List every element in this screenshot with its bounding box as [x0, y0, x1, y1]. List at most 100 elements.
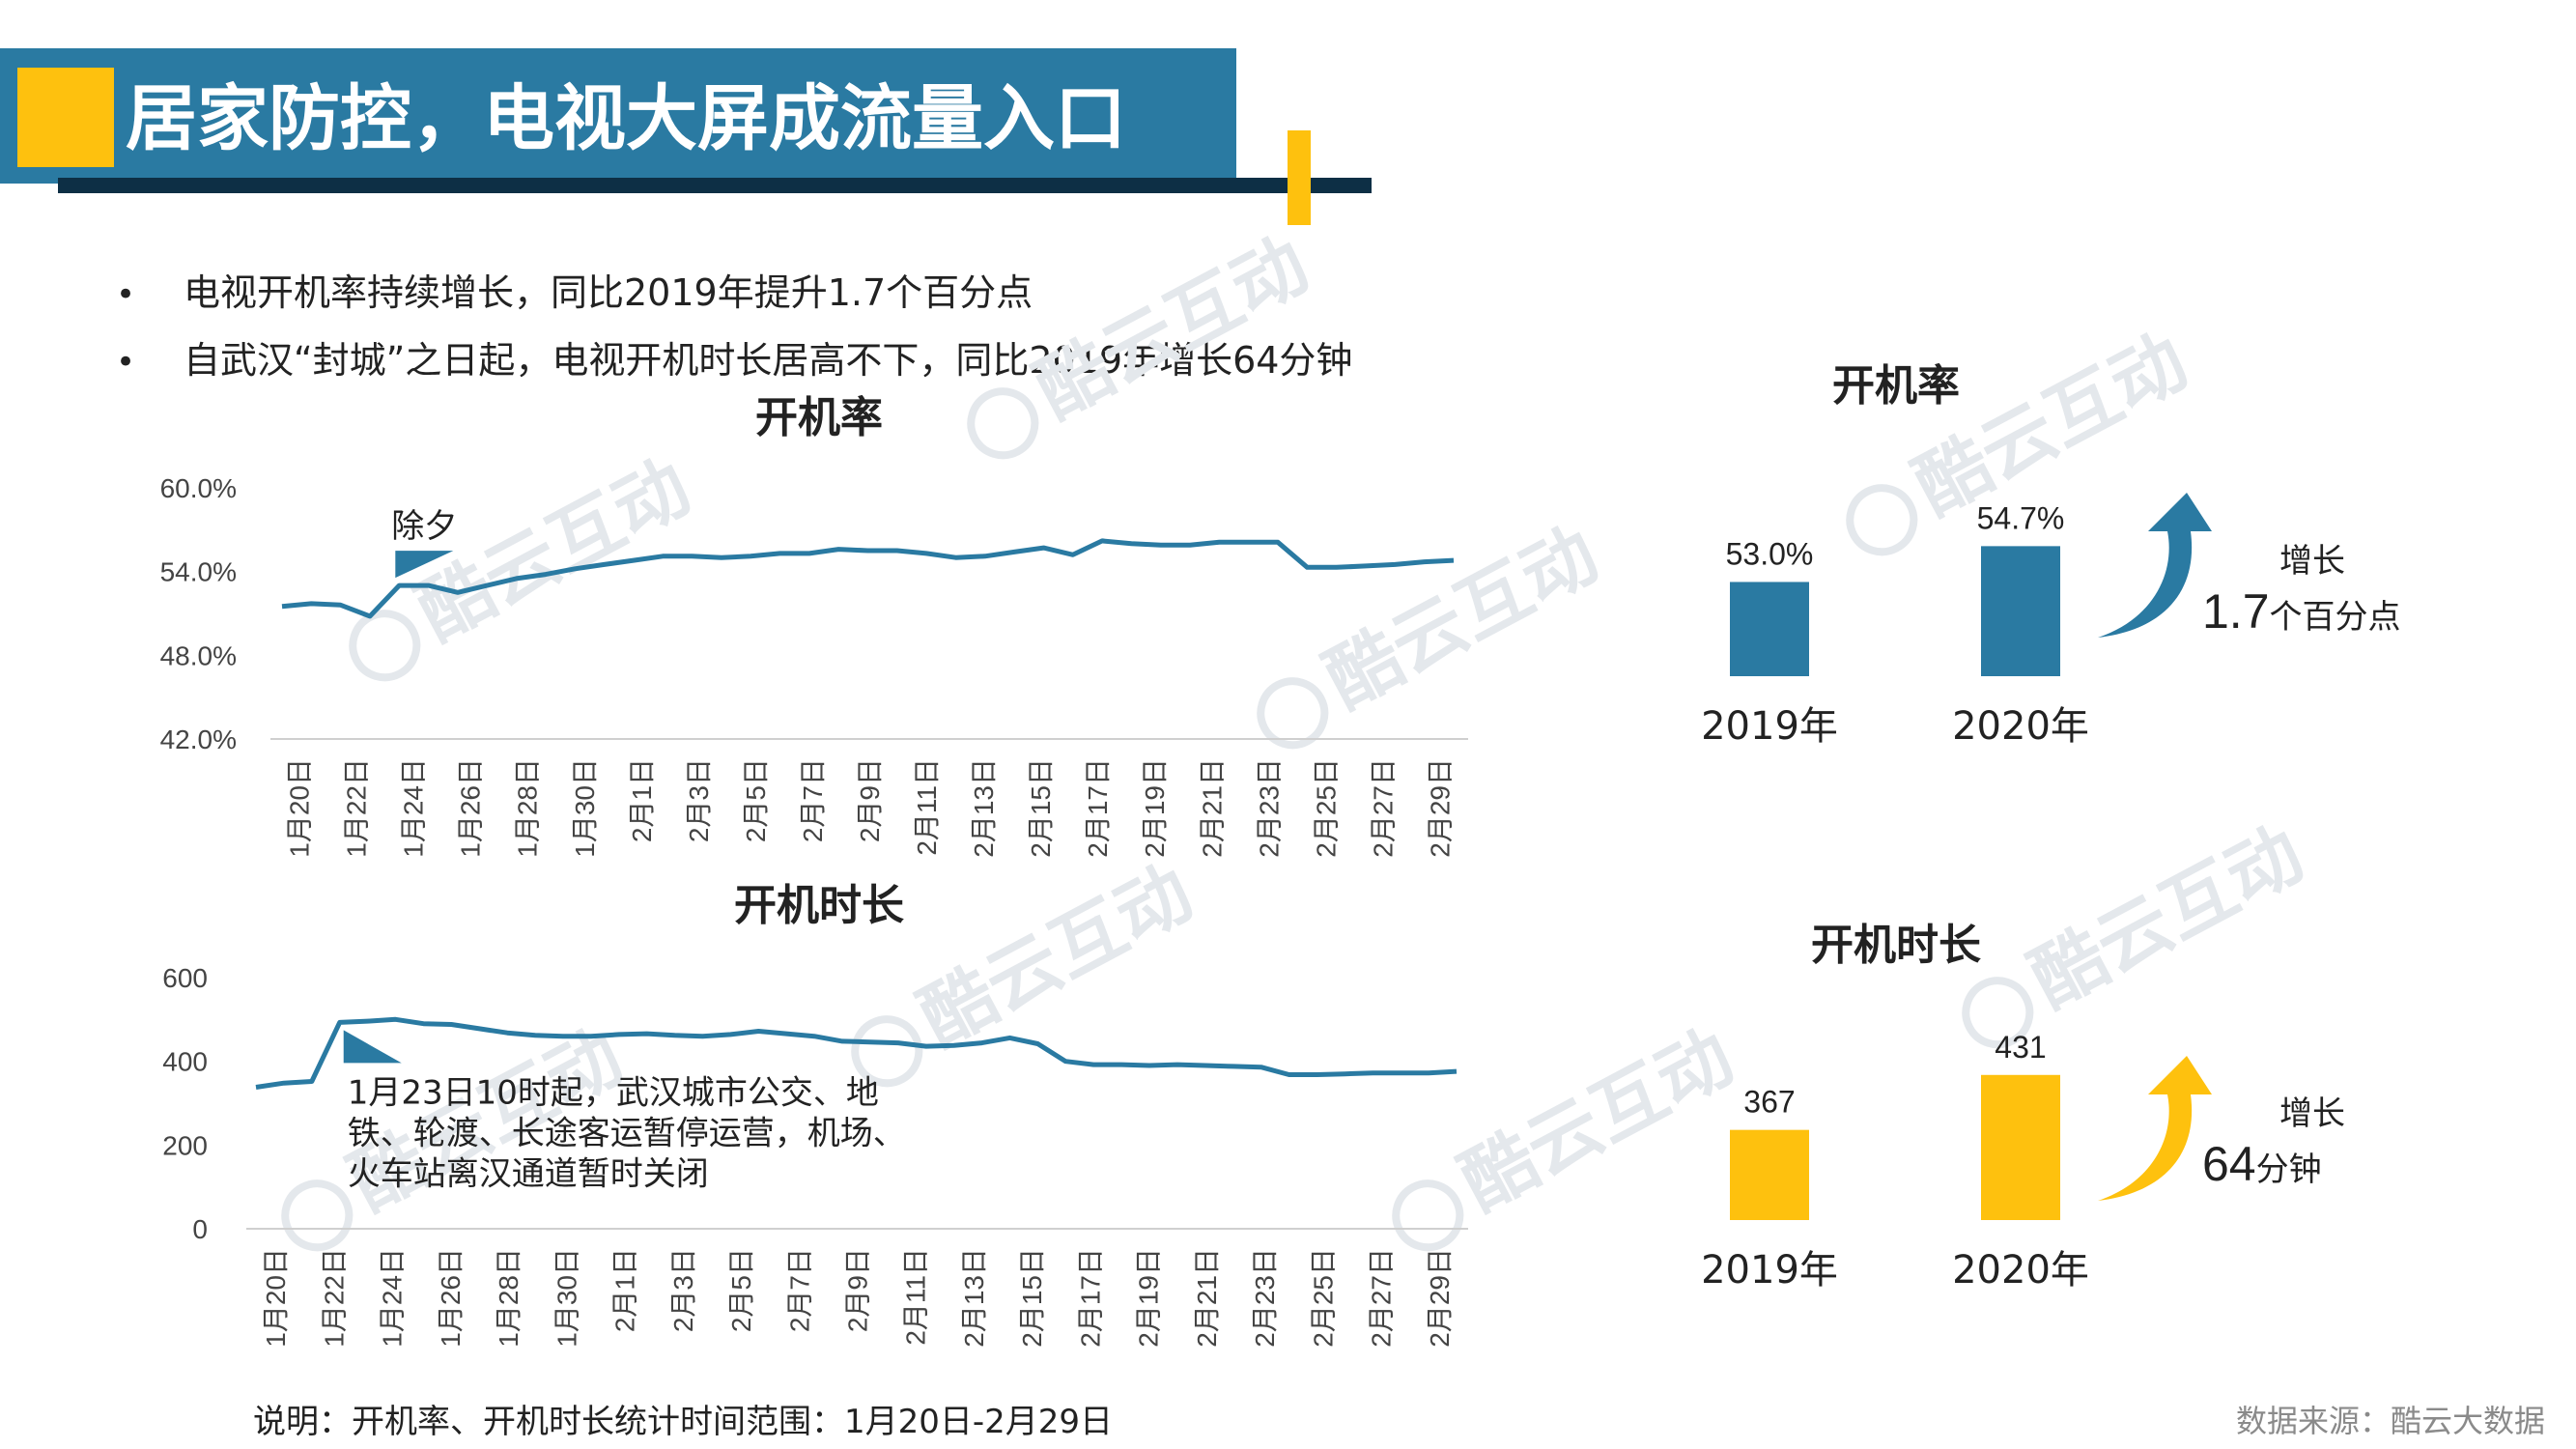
- bullet-item-1: • 电视开机率持续增长，同比2019年提升1.7个百分点: [116, 263, 1033, 316]
- x-tick-label: 2月11日: [901, 1248, 931, 1346]
- x-tick-label: 2月1日: [610, 1248, 640, 1332]
- y-tick-label: 54.0%: [160, 557, 237, 587]
- series-line: [281, 538, 1455, 619]
- annotation-label: 除夕: [391, 507, 457, 546]
- bar-chart-open-duration: 开机时长 367 2019年 431 2020年 增长 64分钟: [1701, 921, 2345, 1293]
- footnote: 说明：开机率、开机时长统计时间范围：1月20日-2月29日: [253, 1403, 1113, 1441]
- y-tick-label: 600: [162, 963, 208, 993]
- x-tick-label: 2月21日: [1197, 758, 1227, 858]
- bar-category-label: 2019年: [1701, 704, 1838, 749]
- y-tick-label: 60.0%: [160, 473, 237, 503]
- y-tick-label: 0: [192, 1214, 208, 1244]
- x-tick-label: 2月27日: [1368, 758, 1398, 858]
- bar: [1981, 1074, 2060, 1220]
- x-tick-label: 2月25日: [1311, 758, 1341, 858]
- page-title: 居家防控，电视大屏成流量入口: [126, 77, 1126, 160]
- x-tick-label: 1月26日: [436, 1248, 466, 1348]
- x-tick-label: 2月11日: [912, 758, 942, 856]
- growth-label: 增长: [2279, 1094, 2345, 1133]
- bullet-dot: •: [116, 275, 136, 314]
- x-tick-label: 1月20日: [261, 1248, 291, 1348]
- y-tick-label: 42.0%: [160, 724, 237, 754]
- growth-unit: 分钟: [2256, 1151, 2322, 1189]
- bullet-dot: •: [116, 343, 136, 382]
- y-tick-label: 48.0%: [160, 640, 237, 670]
- annotation-text: 1月23日10时起，武汉城市公交、地: [348, 1073, 879, 1112]
- title-underline: [58, 178, 1372, 193]
- x-tick-label: 2月17日: [1075, 1248, 1105, 1348]
- bar-value-label: 53.0%: [1726, 536, 1814, 571]
- x-tick-label: 2月27日: [1367, 1248, 1397, 1348]
- series-line: [255, 1016, 1458, 1090]
- x-tick-label: 2月13日: [959, 1248, 989, 1348]
- x-tick-label: 2月21日: [1192, 1248, 1222, 1348]
- x-tick-label: 2月29日: [1425, 758, 1455, 858]
- x-tick-label: 2月23日: [1254, 758, 1284, 858]
- x-tick-label: 2月15日: [1026, 758, 1056, 858]
- source-note: 数据来源：酷云大数据: [2236, 1403, 2545, 1439]
- annotation-marker: [395, 551, 454, 579]
- x-tick-label: 1月22日: [342, 758, 372, 858]
- x-tick-label: 1月28日: [494, 1248, 524, 1348]
- chart-title: 开机率: [1832, 361, 1960, 411]
- x-tick-label: 2月1日: [627, 758, 657, 842]
- x-tick-label: 2月7日: [784, 1248, 814, 1332]
- bar-value-label: 367: [1743, 1085, 1795, 1120]
- y-tick-label: 200: [162, 1130, 208, 1160]
- x-tick-label: 2月25日: [1308, 1248, 1338, 1348]
- x-tick-label: 2月19日: [1134, 1248, 1164, 1348]
- x-tick-label: 1月26日: [456, 758, 486, 858]
- bar-category-label: 2020年: [1952, 704, 2089, 749]
- x-tick-label: 2月7日: [798, 758, 828, 842]
- bar: [1730, 582, 1809, 676]
- y-tick-label: 400: [162, 1047, 208, 1077]
- x-tick-label: 2月3日: [668, 1248, 698, 1332]
- growth-value-text: 1.7个百分点: [2202, 584, 2401, 639]
- bar: [1730, 1129, 1809, 1220]
- bar-category-label: 2020年: [1952, 1248, 2089, 1293]
- title-accent-bar: [1288, 130, 1311, 225]
- chart-open-duration: 开机时长 600 400 200 0 1月20日 1月22日 1月24日 1月26日 1月28日 1…: [162, 881, 1468, 1348]
- x-tick-label: 2月23日: [1250, 1248, 1280, 1348]
- x-tick-label: 1月30日: [570, 758, 600, 858]
- chart-title: 开机时长: [734, 881, 904, 930]
- x-tick-label: 2月3日: [684, 758, 714, 842]
- x-tick-label: 2月15日: [1017, 1248, 1047, 1348]
- x-tick-label: 1月24日: [399, 758, 429, 858]
- x-tick-label: 1月22日: [319, 1248, 349, 1348]
- x-tick-label: 1月30日: [552, 1248, 581, 1348]
- growth-arrow-icon: [2098, 493, 2212, 638]
- annotation-marker: [343, 1030, 402, 1064]
- growth-arrow-icon: [2098, 1056, 2212, 1201]
- growth-value-text: 64分钟: [2202, 1137, 2322, 1191]
- x-tick-label: 2月13日: [969, 758, 999, 858]
- growth-value: 64: [2202, 1137, 2256, 1191]
- x-tick-label: 2月19日: [1140, 758, 1170, 858]
- bar-value-label: 431: [1995, 1030, 2046, 1065]
- bar-chart-open-rate: 开机率 53.0% 2019年 54.7% 2020年 增长1.7个百分点: [1701, 361, 2400, 749]
- bullet-text: 自武汉“封城”之日起，电视开机时长居高不下，同比2019年增长64分钟: [184, 339, 1353, 382]
- growth-label: 增长: [2279, 542, 2345, 581]
- x-tick-label: 2月29日: [1425, 1248, 1455, 1348]
- bar-category-label: 2019年: [1701, 1248, 1838, 1293]
- x-tick-label: 2月17日: [1083, 758, 1113, 858]
- growth-value: 1.7: [2202, 584, 2270, 639]
- bar: [1981, 546, 2060, 676]
- bullet-item-2: • 自武汉“封城”之日起，电视开机时长居高不下，同比2019年增长64分钟: [116, 330, 1352, 384]
- title-banner: [0, 48, 1236, 184]
- x-tick-label: 2月5日: [726, 1248, 756, 1332]
- title-accent-square: [17, 68, 114, 167]
- x-tick-label: 1月20日: [285, 758, 315, 858]
- chart-title: 开机时长: [1811, 921, 1981, 970]
- x-tick-label: 2月9日: [855, 758, 885, 842]
- growth-unit: 个百分点: [2270, 598, 2401, 637]
- bar-value-label: 54.7%: [1977, 500, 2065, 535]
- x-tick-label: 2月5日: [741, 758, 771, 842]
- annotation-text: 火车站离汉通道暂时关闭: [348, 1154, 709, 1193]
- x-tick-label: 1月24日: [378, 1248, 408, 1348]
- bullet-text: 电视开机率持续增长，同比2019年提升1.7个百分点: [184, 271, 1033, 314]
- chart-title: 开机率: [755, 393, 883, 442]
- chart-open-rate: 开机率 60.0% 54.0% 48.0% 42.0% 1月20日 1月22日 1月24日 1月…: [160, 393, 1468, 858]
- annotation-text: 铁、轮渡、长途客运暂停运营，机场、: [348, 1114, 906, 1152]
